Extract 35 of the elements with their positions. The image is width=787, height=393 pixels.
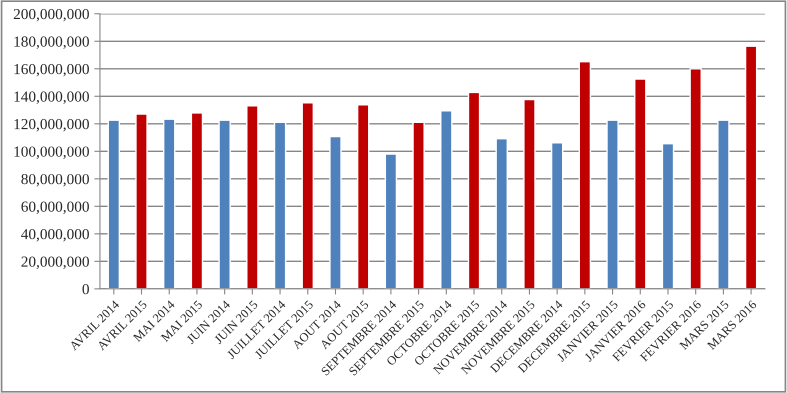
bar [384, 153, 398, 289]
bar [302, 102, 314, 289]
bar [329, 136, 342, 289]
bar [523, 98, 536, 289]
bar [274, 122, 286, 289]
y-tick-label: 0 [82, 284, 89, 294]
bar [412, 122, 425, 289]
bar [550, 142, 564, 289]
bar [218, 120, 231, 289]
y-tick-label: 120,000,000 [14, 118, 89, 132]
bar [190, 112, 204, 289]
bar [662, 143, 674, 289]
bar [578, 60, 592, 289]
bar [108, 120, 120, 289]
bar [246, 105, 259, 289]
y-tick-label: 40,000,000 [21, 228, 89, 242]
y-tick-label: 200,000,000 [14, 8, 89, 22]
bar [440, 110, 453, 289]
y-tick-label: 180,000,000 [14, 36, 89, 49]
y-tick-label: 140,000,000 [14, 91, 89, 104]
y-tick-label: 80,000,000 [21, 174, 89, 186]
bar [717, 120, 730, 289]
y-tick-label: 20,000,000 [21, 256, 89, 269]
bar [744, 46, 758, 289]
bar [356, 104, 370, 289]
bar [634, 78, 647, 289]
y-tick-label: 100,000,000 [14, 146, 89, 159]
bar [689, 68, 702, 289]
bar [468, 92, 480, 289]
bar [606, 120, 619, 289]
bar [162, 118, 176, 289]
bar [495, 138, 508, 289]
y-tick-label: 60,000,000 [21, 201, 89, 214]
y-tick-label: 160,000,000 [14, 64, 89, 76]
bar [135, 113, 148, 289]
